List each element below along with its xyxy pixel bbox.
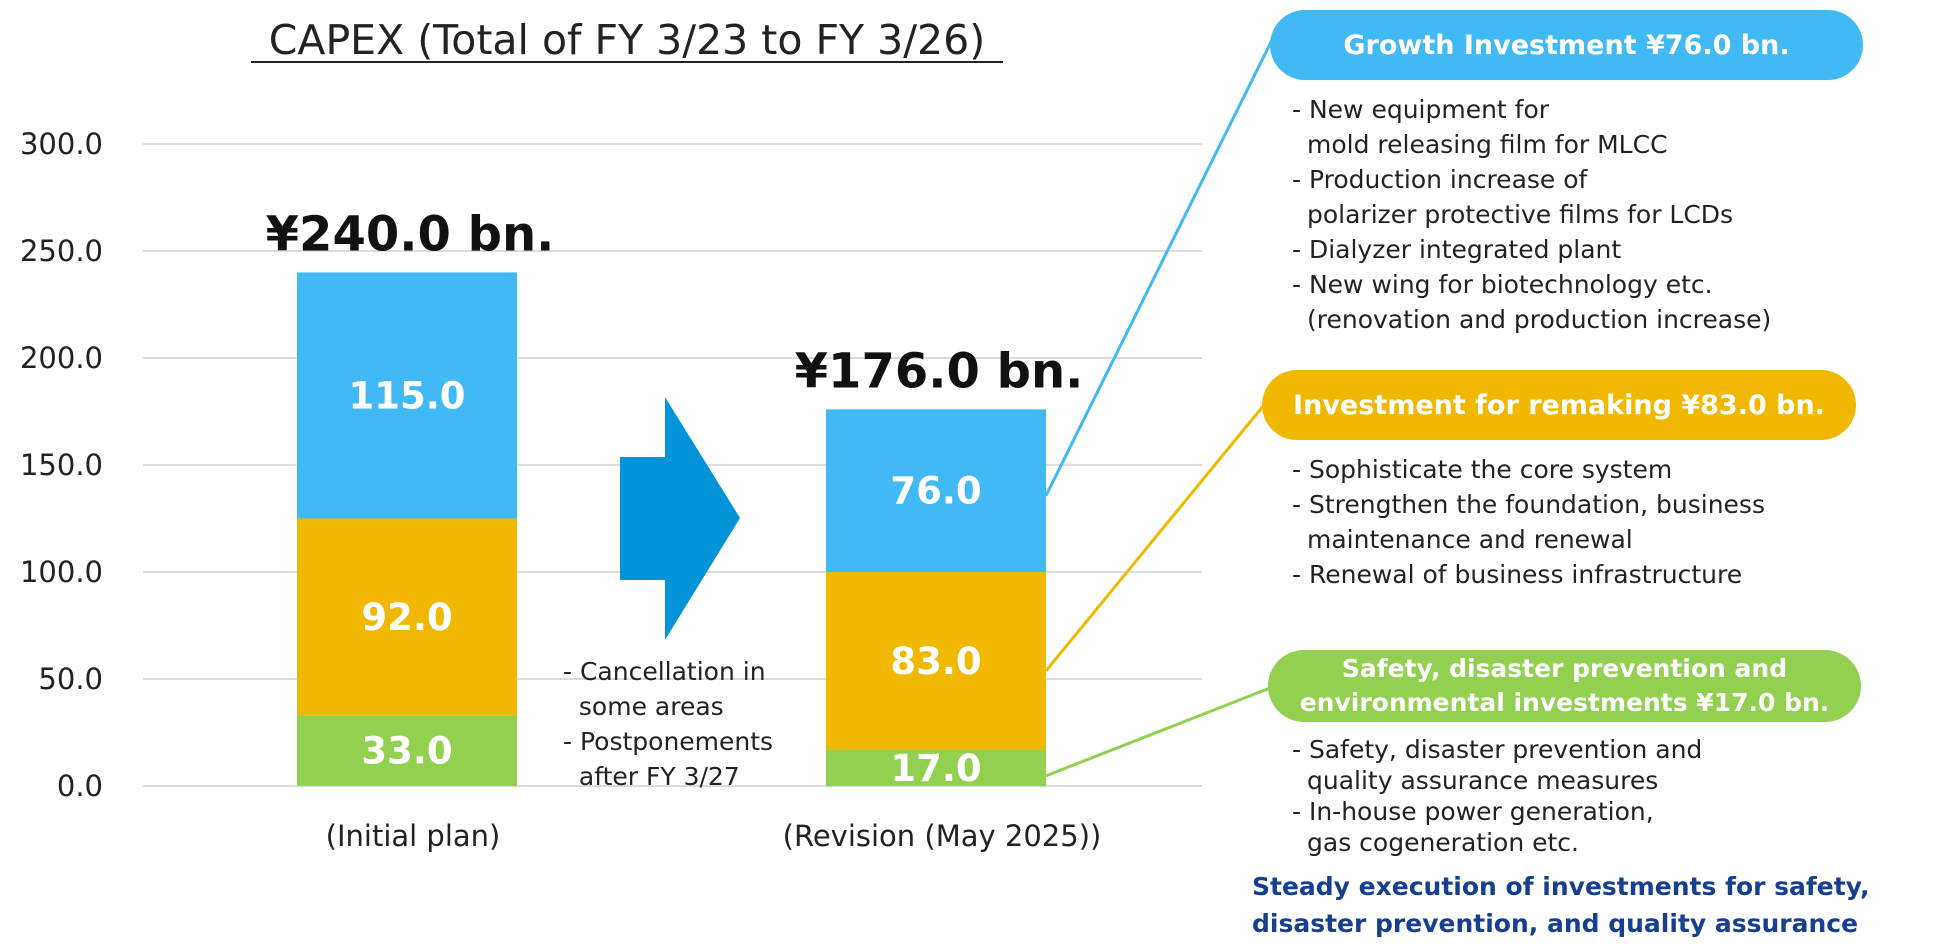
y-tick-label: 150.0 <box>20 448 103 482</box>
y-tick-label: 0.0 <box>57 769 103 803</box>
chart-title: CAPEX (Total of FY 3/23 to FY 3/26) <box>269 16 985 64</box>
y-tick-labels: 0.0 50.0 100.0 150.0 200.0 250.0 300.0 <box>20 127 103 803</box>
growth-detail-6: - New wing for biotechnology etc. <box>1292 270 1713 299</box>
remaking-callout-badge: Investment for remaking ¥83.0 bn. <box>1262 370 1856 440</box>
bar-total-label: ¥176.0 bn. <box>795 343 1084 399</box>
safety-emphasis-note: Steady execution of investments for safe… <box>1252 868 1870 942</box>
y-tick-label: 50.0 <box>38 662 103 696</box>
bar-value-label: 83.0 <box>890 640 981 683</box>
bar-segment-remaking <box>826 572 1046 750</box>
safety-callout-title-line1: Safety, disaster prevention and <box>1341 654 1788 683</box>
connector-remaking <box>1044 404 1266 672</box>
bar-value-label: 33.0 <box>361 730 452 773</box>
connector-safety <box>1045 686 1271 778</box>
bar-value-label: 92.0 <box>361 596 452 639</box>
safety-note-line2: disaster prevention, and quality assuran… <box>1252 909 1859 938</box>
growth-detail-1: - New equipment for <box>1292 95 1550 124</box>
bar-segment-safety <box>826 749 1046 786</box>
arrow-note-line: - Postponements <box>563 727 773 756</box>
y-tick-label: 200.0 <box>20 341 103 375</box>
y-tick-label: 250.0 <box>20 234 103 268</box>
safety-detail-4: gas cogeneration etc. <box>1307 828 1579 857</box>
bar-value-label: 17.0 <box>890 747 981 790</box>
growth-callout-details: - New equipment for mold releasing film … <box>1292 92 1771 337</box>
remaking-callout-details: - Sophisticate the core system - Strengt… <box>1292 452 1765 592</box>
growth-callout-title: Growth Investment ¥76.0 bn. <box>1343 29 1790 61</box>
x-category-label: (Revision (May 2025)) <box>783 819 1102 853</box>
growth-detail-7: (renovation and production increase) <box>1307 305 1772 334</box>
safety-callout-details: - Safety, disaster prevention and qualit… <box>1292 734 1702 858</box>
bar-segment-safety <box>297 715 517 786</box>
growth-callout-badge: Growth Investment ¥76.0 bn. <box>1270 10 1863 80</box>
x-category-label: (Initial plan) <box>326 819 501 853</box>
arrow-note-line: after FY 3/27 <box>563 762 740 791</box>
remaking-detail-3: maintenance and renewal <box>1307 525 1633 554</box>
safety-note-line1: Steady execution of investments for safe… <box>1252 872 1870 901</box>
arrow-note-line: some areas <box>563 692 724 721</box>
bar-segment-growth <box>297 272 517 519</box>
bar-value-label: 115.0 <box>348 374 465 417</box>
bar-segment-remaking <box>297 518 517 716</box>
growth-detail-3: - Production increase of <box>1292 165 1588 194</box>
connector-growth <box>1044 39 1274 497</box>
y-tick-label: 300.0 <box>20 127 103 161</box>
reduction-arrow <box>620 397 740 640</box>
bar-total-label: ¥240.0 bn. <box>266 206 555 262</box>
remaking-detail-1: - Sophisticate the core system <box>1292 455 1673 484</box>
arrow-note-line: - Cancellation in <box>563 657 766 686</box>
bar-value-label: 76.0 <box>890 470 981 513</box>
bar-stacks: 33.0 92.0 115.0 ¥240.0 bn. (Initial plan) 17.… <box>266 206 1102 853</box>
bar-segment-growth <box>826 409 1046 572</box>
growth-detail-5: - Dialyzer integrated plant <box>1292 235 1622 264</box>
safety-detail-2: quality assurance measures <box>1307 766 1659 795</box>
safety-callout-badge: Safety, disaster prevention and environm… <box>1268 650 1861 722</box>
growth-detail-4: polarizer protective films for LCDs <box>1307 200 1734 229</box>
reduction-arrow-group: - Cancellation in some areas - Postponeme… <box>563 397 773 791</box>
safety-detail-1: - Safety, disaster prevention and <box>1292 735 1703 764</box>
callout-connectors <box>1044 39 1274 778</box>
safety-callout-title-line2: environmental investments ¥17.0 bn. <box>1299 688 1830 717</box>
remaking-detail-4: - Renewal of business infrastructure <box>1292 560 1743 589</box>
growth-detail-2: mold releasing film for MLCC <box>1307 130 1668 159</box>
y-tick-label: 100.0 <box>20 555 103 589</box>
remaking-callout-title: Investment for remaking ¥83.0 bn. <box>1293 389 1825 421</box>
safety-detail-3: - In-house power generation, <box>1292 797 1654 826</box>
remaking-detail-2: - Strengthen the foundation, business <box>1292 490 1765 519</box>
